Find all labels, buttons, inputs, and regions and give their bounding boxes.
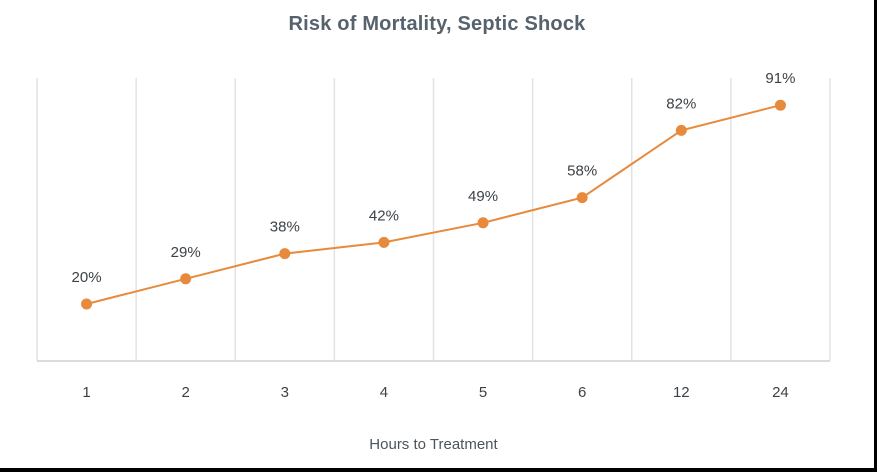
x-tick-label: 5 (479, 384, 487, 401)
data-point (180, 273, 192, 285)
x-axis-title: Hours to Treatment (369, 436, 498, 453)
data-point (81, 298, 93, 310)
data-point (279, 248, 291, 260)
data-label: 42% (369, 207, 399, 224)
data-point (378, 236, 390, 248)
data-point (477, 217, 489, 229)
x-tick-label: 12 (673, 384, 690, 401)
x-tick-label: 2 (182, 384, 190, 401)
x-tick-label: 4 (380, 384, 388, 401)
data-point (576, 192, 588, 204)
data-label: 58% (567, 163, 597, 180)
x-tick-label: 6 (578, 384, 586, 401)
data-label: 82% (666, 95, 696, 112)
x-tick-label: 1 (82, 384, 90, 401)
data-label: 20% (72, 269, 102, 286)
data-label: 91% (765, 70, 795, 87)
x-tick-label: 3 (281, 384, 289, 401)
data-label: 49% (468, 188, 498, 205)
chart-title: Risk of Mortality, Septic Shock (288, 13, 586, 35)
data-label: 38% (270, 219, 300, 236)
data-line (86, 104, 781, 305)
x-tick-label: 24 (772, 384, 789, 401)
data-label: 29% (171, 244, 201, 261)
data-point (675, 124, 687, 136)
data-point (774, 99, 786, 111)
